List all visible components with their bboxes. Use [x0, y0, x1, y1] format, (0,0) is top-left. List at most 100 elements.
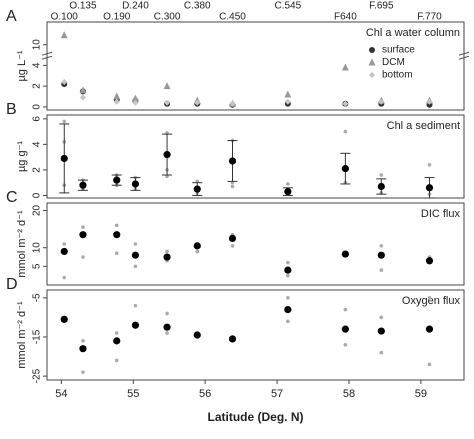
replicate-point: [81, 255, 85, 259]
marker-triangle: [131, 94, 139, 102]
marker-diamond: [378, 98, 385, 105]
x-tick-label: 54: [55, 388, 67, 400]
replicate-point: [427, 362, 432, 367]
replicate-point: [81, 370, 85, 374]
marker-diamond: [113, 98, 120, 105]
replicate-point: [133, 264, 138, 269]
mean-point: [341, 325, 349, 333]
mean-point: [341, 250, 349, 258]
mean-point: [131, 251, 140, 259]
mean-point: [377, 251, 385, 259]
replicate-point: [230, 244, 235, 248]
mean-point: [284, 305, 292, 314]
y-tick-label: -15: [32, 329, 43, 344]
replicate-point: [81, 339, 85, 343]
legend-label: DCM: [382, 57, 405, 68]
legend-label: bottom: [382, 70, 413, 81]
station-label: O.135: [69, 1, 97, 12]
marker-diamond: [164, 99, 171, 106]
station-label: C.450: [219, 12, 246, 23]
station-label: O.100: [51, 12, 79, 23]
marker-triangle: [368, 58, 376, 66]
replicate-point: [286, 273, 290, 278]
y-tick-label: 2: [32, 167, 43, 173]
mean-point: [377, 182, 385, 191]
y-axis-label: µg L⁻¹: [16, 50, 28, 81]
y-tick-label: 2: [32, 83, 43, 89]
mean-point: [228, 335, 237, 343]
replicate-point: [114, 358, 119, 363]
y-tick-label: 4: [32, 141, 43, 147]
mean-point: [163, 253, 171, 261]
marker-diamond: [79, 94, 86, 101]
mean-point: [60, 315, 68, 323]
marker-triangle: [284, 90, 292, 98]
mean-point: [79, 231, 87, 239]
panel-label: D: [6, 276, 18, 293]
replicate-point: [286, 296, 290, 300]
mean-point: [113, 231, 121, 239]
mean-point: [113, 176, 121, 184]
y-tick-label: -25: [32, 368, 43, 383]
mean-point: [79, 181, 87, 189]
replicate-point: [133, 303, 138, 308]
plot-frame: [46, 289, 465, 381]
replicate-point: [114, 223, 119, 228]
replicate-point: [114, 251, 119, 256]
plot-frame: [46, 21, 465, 111]
x-tick-label: 58: [343, 388, 355, 400]
replicate-point: [379, 350, 384, 355]
mean-point: [163, 150, 171, 159]
marker-diamond: [284, 98, 291, 105]
marker-diamond: [369, 72, 375, 78]
y-tick-label: 10: [32, 39, 43, 51]
legend-label: surface: [382, 45, 415, 56]
marker-triangle: [60, 31, 68, 39]
mean-point: [284, 266, 292, 274]
mean-point: [228, 234, 237, 243]
plot-frame: [46, 114, 465, 199]
replicate-point: [379, 268, 384, 272]
station-label: O.190: [103, 12, 131, 23]
panel-title: Chl a water column: [366, 27, 460, 39]
marker-circle: [369, 47, 375, 53]
replicate-point: [343, 307, 348, 312]
replicate-point: [379, 244, 384, 248]
mean-point: [341, 165, 349, 173]
panel-title: Oxygen flux: [402, 295, 461, 307]
replicate-point: [427, 296, 432, 300]
replicate-point: [165, 331, 169, 335]
marker-triangle: [113, 92, 121, 100]
mean-point: [284, 188, 292, 196]
marker-triangle: [341, 63, 349, 71]
replicate-point: [230, 184, 235, 189]
replicate-point: [286, 319, 290, 324]
mean-point: [425, 184, 434, 192]
x-tick-label: 57: [271, 388, 283, 400]
mean-point: [60, 247, 68, 256]
y-tick-label: 10: [32, 242, 43, 254]
y-tick-label: 20: [32, 204, 43, 216]
panel-title: Chl a sediment: [387, 120, 460, 132]
marker-diamond: [342, 100, 349, 107]
replicate-point: [62, 275, 67, 280]
replicate-point: [165, 311, 169, 316]
replicate-point: [343, 129, 348, 134]
replicate-point: [343, 342, 348, 347]
y-tick-label: 0: [32, 104, 43, 110]
mean-point: [131, 180, 140, 188]
y-tick-label: -5: [32, 293, 43, 302]
replicate-point: [114, 331, 119, 335]
mean-point: [228, 157, 237, 165]
replicate-point: [62, 119, 67, 124]
mean-point: [425, 257, 434, 265]
station-label: C.545: [275, 1, 302, 12]
replicate-point: [286, 182, 290, 186]
marker-diamond: [229, 100, 236, 107]
x-tick-label: 56: [199, 388, 211, 400]
panel-label: C: [6, 189, 18, 206]
mean-point: [377, 327, 385, 335]
y-axis-label: mmol m⁻² d⁻¹: [16, 210, 28, 278]
mean-point: [131, 321, 140, 329]
